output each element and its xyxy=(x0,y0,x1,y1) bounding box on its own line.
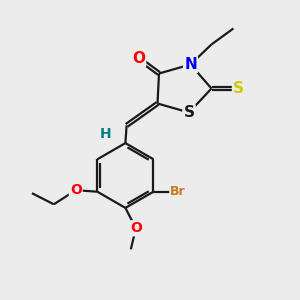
Text: O: O xyxy=(132,51,145,66)
Text: H: H xyxy=(100,128,111,141)
Text: O: O xyxy=(70,183,82,197)
Text: Br: Br xyxy=(170,185,186,198)
Text: S: S xyxy=(233,81,244,96)
Text: N: N xyxy=(184,57,197,72)
Text: O: O xyxy=(130,221,142,235)
Text: S: S xyxy=(184,105,194,120)
